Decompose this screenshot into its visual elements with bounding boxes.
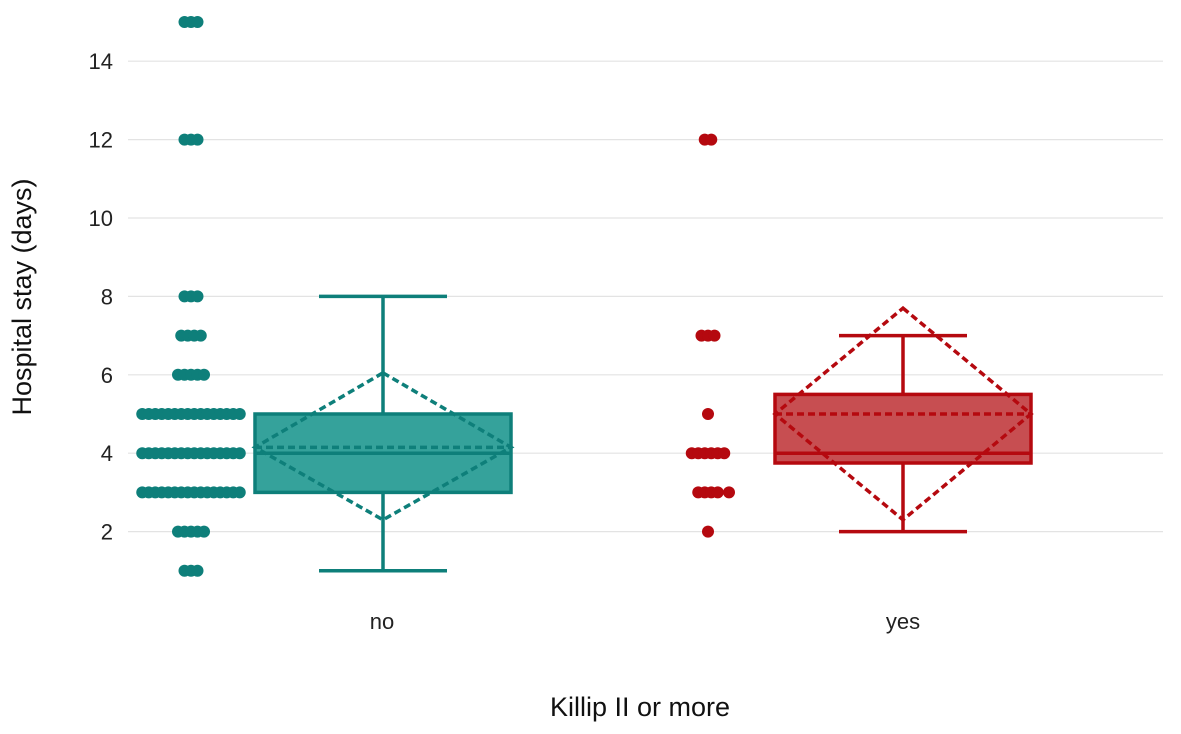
group-yes xyxy=(685,133,1034,538)
data-point xyxy=(233,408,246,420)
y-tick-label: 2 xyxy=(101,520,113,545)
y-tick-label: 10 xyxy=(89,206,113,231)
data-point xyxy=(702,525,714,538)
data-point xyxy=(702,408,714,420)
group-no xyxy=(136,16,515,577)
data-point xyxy=(708,329,721,342)
data-point xyxy=(198,525,210,538)
data-point xyxy=(194,329,207,342)
data-point xyxy=(191,564,204,577)
data-point xyxy=(705,133,718,146)
y-tick-label: 8 xyxy=(101,284,113,309)
y-tick-label: 6 xyxy=(101,363,113,388)
x-tick-label: no xyxy=(370,609,394,634)
data-point xyxy=(191,133,204,146)
y-tick-label: 14 xyxy=(89,49,113,74)
mean-diamond xyxy=(772,305,1034,523)
data-point xyxy=(233,447,246,460)
data-point xyxy=(198,368,210,381)
y-axis-title: Hospital stay (days) xyxy=(7,178,37,415)
x-axis-title: Killip II or more xyxy=(550,692,730,722)
x-tick-label: yes xyxy=(886,609,920,634)
data-point xyxy=(233,486,246,499)
y-tick-label: 4 xyxy=(101,441,113,466)
data-point xyxy=(191,290,204,303)
data-point xyxy=(718,447,731,460)
y-axis-ticks: 2 4 6 8 10 12 14 xyxy=(89,49,113,544)
data-point xyxy=(723,486,735,499)
y-tick-label: 12 xyxy=(89,128,113,153)
x-axis-ticks: no yes xyxy=(370,609,920,634)
data-point xyxy=(711,486,724,499)
data-point xyxy=(191,16,204,28)
plot-area xyxy=(136,16,1034,577)
